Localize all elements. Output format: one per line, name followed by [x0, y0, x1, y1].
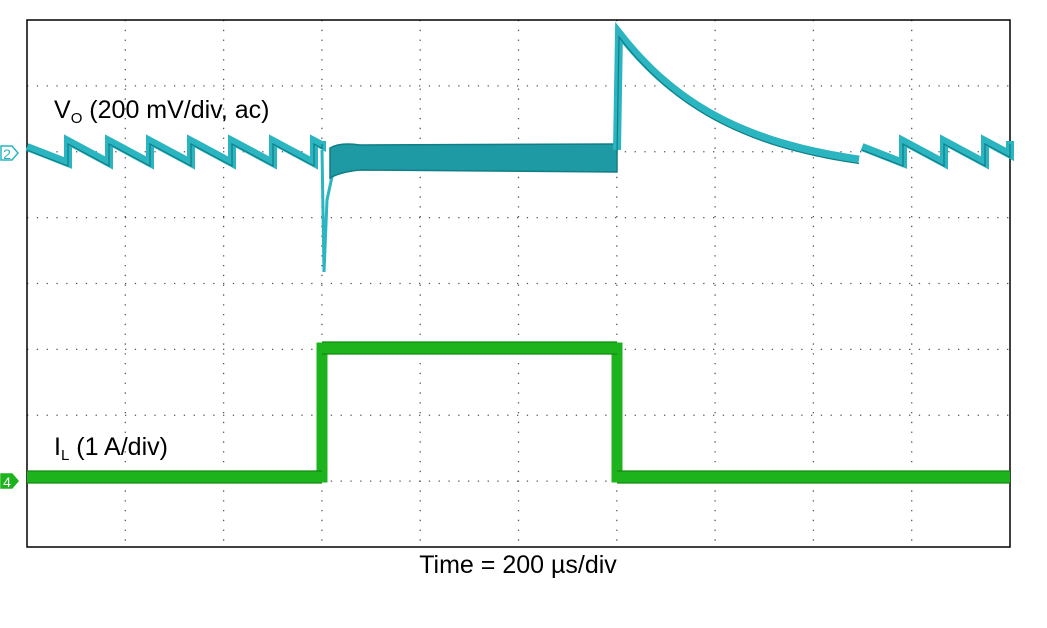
il-label-main: I	[54, 433, 61, 461]
il-trace	[27, 342, 1010, 483]
vo-label-rest: (200 mV/div, ac)	[82, 96, 269, 124]
il-edge	[27, 341, 1010, 472]
waveforms	[25, 21, 1014, 484]
vo-band	[329, 143, 618, 180]
vo-label: VO (200 mV/div, ac)	[54, 96, 269, 127]
channel-marker	[0, 473, 19, 489]
channel-marker	[0, 145, 19, 161]
channel-marker-label: 2	[3, 146, 11, 162]
vo-decay-edge	[616, 35, 860, 165]
il-label-rest: (1 A/div)	[69, 433, 168, 461]
il-edge	[27, 353, 1010, 484]
time-label: Time = 200 µs/div	[419, 551, 617, 579]
il-label-sub: L	[61, 447, 69, 464]
vo-label-main: V	[54, 96, 71, 124]
channel-marker-label: 4	[3, 474, 11, 490]
il-label: IL (1 A/div)	[54, 433, 168, 464]
vo-decay	[613, 21, 860, 164]
plot-frame	[26, 19, 1011, 548]
vo-label-sub: O	[71, 110, 83, 127]
vo-trace-edge	[26, 142, 323, 168]
vo-trace	[25, 134, 326, 170]
vo-trace-edge	[861, 142, 1011, 168]
vo-trace	[860, 134, 1014, 170]
